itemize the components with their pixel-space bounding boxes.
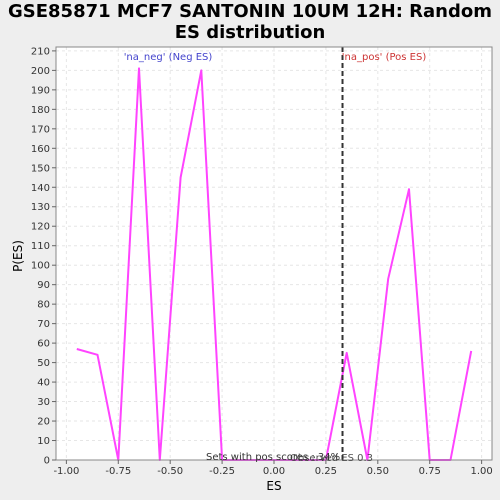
chart-title: GSE85871 MCF7 SANTONIN 10UM 12H: Random … — [0, 1, 500, 43]
y-tick-label: 70 — [37, 319, 50, 330]
observed-es-text: Observed ES 0.3 — [290, 453, 373, 464]
x-tick-label: -0.75 — [105, 466, 131, 477]
y-tick-label: 0 — [44, 456, 50, 467]
x-tick-label: -1.00 — [53, 466, 79, 477]
pos-es-label: 'na_pos' (Pos ES) — [342, 52, 427, 63]
y-tick-label: 30 — [37, 397, 50, 408]
y-tick-label: 170 — [31, 124, 50, 135]
y-tick-label: 60 — [37, 339, 50, 350]
y-tick-label: 140 — [31, 183, 50, 194]
x-axis-title: ES — [266, 479, 281, 493]
x-tick-label: 0.75 — [419, 466, 441, 477]
y-tick-label: 200 — [31, 66, 50, 77]
y-tick-label: 190 — [31, 85, 50, 96]
y-tick-label: 20 — [37, 417, 50, 428]
x-tick-label: -0.50 — [157, 466, 183, 477]
y-tick-label: 10 — [37, 436, 50, 447]
y-tick-label: 110 — [31, 241, 50, 252]
y-tick-label: 180 — [31, 105, 50, 116]
y-tick-label: 160 — [31, 144, 50, 155]
y-tick-label: 210 — [31, 46, 50, 57]
y-tick-label: 50 — [37, 358, 50, 369]
x-tick-label: 0.25 — [315, 466, 337, 477]
y-tick-label: 150 — [31, 163, 50, 174]
chart-title-line-1: GSE85871 MCF7 SANTONIN 10UM 12H: Random — [7, 1, 492, 22]
y-tick-label: 90 — [37, 280, 50, 291]
y-tick-label: 130 — [31, 202, 50, 213]
y-tick-label: 40 — [37, 378, 50, 389]
pos-scores-text: Sets with pos scores : 34% — [206, 452, 340, 463]
y-tick-label: 120 — [31, 222, 50, 233]
y-axis-title: P(ES) — [11, 240, 25, 272]
x-tick-label: 0.00 — [263, 466, 285, 477]
x-tick-label: 1.00 — [470, 466, 492, 477]
chart-title-line-2: ES distribution — [174, 22, 326, 43]
x-tick-label: 0.50 — [367, 466, 389, 477]
y-tick-label: 100 — [31, 261, 50, 272]
y-tick-label: 80 — [37, 300, 50, 311]
axis-layer: 0 10 20 30 40 50 60 70 80 90 100 110 120 130 140 150 160… — [31, 46, 493, 477]
neg-es-label: 'na_neg' (Neg ES) — [124, 52, 213, 63]
x-tick-label: -0.25 — [209, 466, 235, 477]
